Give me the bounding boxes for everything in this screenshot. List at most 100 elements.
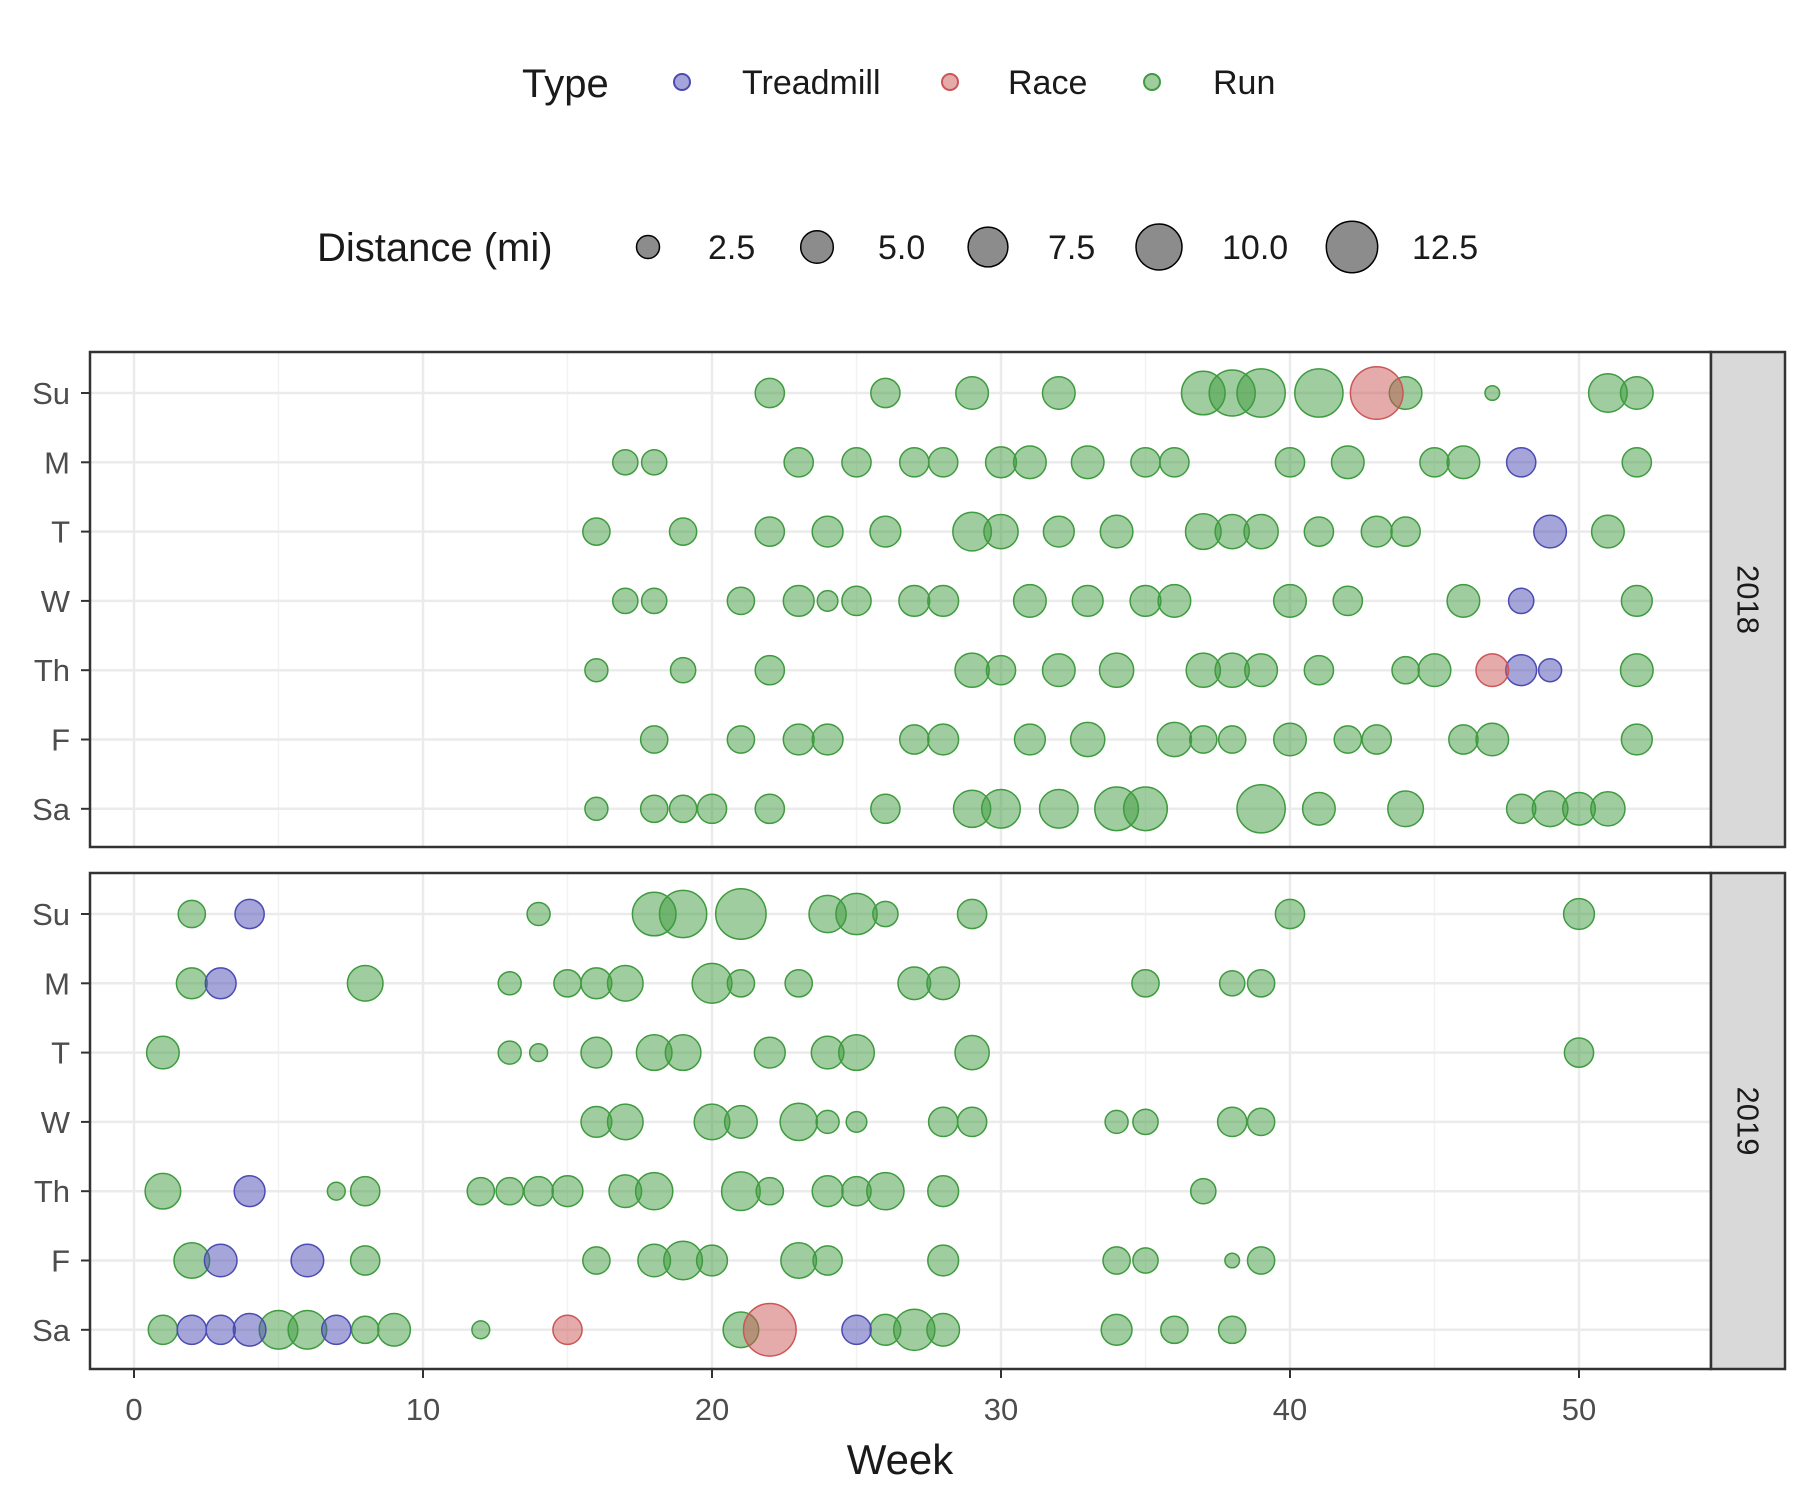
data-point — [927, 584, 960, 618]
data-point — [714, 888, 767, 940]
x-axis: 0 10 20 30 40 50 Week — [125, 1369, 1596, 1483]
legend-key-race — [941, 73, 959, 91]
data-point — [815, 1109, 840, 1135]
data-point — [1131, 968, 1160, 998]
x-tick-label-10: 10 — [406, 1392, 440, 1427]
data-point — [782, 584, 815, 618]
data-point — [1098, 652, 1135, 689]
data-point — [290, 1243, 325, 1278]
y-tick-label-su: Su — [32, 376, 70, 411]
data-point — [205, 1314, 237, 1346]
data-point — [1349, 365, 1404, 421]
data-point — [1562, 897, 1596, 931]
data-point — [176, 1314, 208, 1346]
data-point — [1446, 583, 1481, 618]
data-point — [816, 589, 839, 612]
data-point — [1446, 445, 1481, 480]
data-point — [869, 515, 902, 548]
data-point — [584, 657, 609, 683]
data-point — [1071, 584, 1104, 618]
data-point — [611, 587, 639, 615]
legend-key-run — [1143, 73, 1161, 91]
legend-size-label-12-5: 12.5 — [1412, 229, 1478, 267]
y-tick-label-m: M — [44, 966, 70, 1001]
data-point — [551, 1175, 584, 1208]
legend-label-treadmill: Treadmill — [742, 64, 881, 102]
data-point — [870, 377, 901, 409]
data-point — [1619, 653, 1654, 688]
data-point — [1294, 368, 1344, 418]
data-point — [639, 725, 669, 754]
data-point — [1189, 1177, 1217, 1205]
data-point — [349, 1245, 381, 1276]
data-point — [1590, 514, 1625, 549]
data-point — [783, 446, 815, 478]
data-point — [754, 377, 786, 409]
data-point — [811, 515, 844, 548]
data-point — [606, 964, 644, 1002]
data-point — [584, 796, 609, 822]
data-point — [812, 1245, 843, 1276]
data-point — [553, 968, 582, 998]
data-point — [1041, 375, 1076, 411]
data-point — [835, 892, 878, 936]
data-point — [1475, 653, 1510, 688]
data-point — [1361, 724, 1393, 755]
data-point — [1012, 445, 1047, 480]
data-point — [927, 446, 959, 478]
data-point — [845, 1110, 868, 1133]
data-point — [634, 1171, 674, 1211]
y-tick-label-th: Th — [34, 1174, 70, 1209]
data-point — [320, 1314, 352, 1346]
data-point — [726, 725, 756, 754]
data-point — [1419, 446, 1450, 478]
legend-size-key — [1135, 223, 1183, 271]
data-point — [232, 1312, 267, 1347]
data-point — [497, 1040, 522, 1065]
data-point — [349, 1175, 381, 1207]
y-tick-label-f: F — [51, 723, 70, 758]
data-point — [664, 1034, 702, 1072]
data-point — [695, 1244, 729, 1277]
legend-size-label-10-0: 10.0 — [1222, 229, 1288, 267]
data-point — [1246, 1107, 1276, 1137]
data-point — [811, 1175, 844, 1208]
data-point — [1620, 723, 1653, 756]
distance-legend: Distance (mi) 2.5 5.0 7.5 10.0 12.5 — [317, 220, 1478, 274]
data-point — [1217, 1315, 1247, 1345]
data-point — [1157, 583, 1192, 618]
data-point — [1132, 1108, 1159, 1136]
data-point — [1122, 786, 1169, 832]
data-point — [326, 1181, 346, 1201]
facet-strip-label-2018: 2018 — [1731, 565, 1766, 634]
data-point — [1301, 791, 1336, 826]
data-point — [552, 1314, 583, 1346]
data-point — [1069, 721, 1106, 758]
data-point — [658, 889, 708, 939]
y-tick-label-t: T — [51, 515, 70, 550]
data-point — [1012, 583, 1047, 618]
data-point — [1070, 445, 1105, 480]
data-point — [1360, 515, 1393, 548]
y-tick-label-t: T — [51, 1036, 70, 1071]
data-point — [1188, 725, 1218, 754]
data-point — [528, 1042, 549, 1063]
data-point — [606, 1103, 644, 1141]
type-legend: Type Treadmill Race Run — [522, 62, 1275, 106]
data-point — [1621, 446, 1653, 478]
data-point — [1159, 446, 1190, 478]
data-point — [691, 962, 733, 1004]
data-point — [1274, 446, 1306, 478]
data-point — [755, 1176, 785, 1206]
data-point — [872, 900, 899, 928]
data-point — [841, 1314, 872, 1346]
data-point — [1274, 898, 1306, 930]
data-point — [720, 1171, 761, 1212]
data-point — [1216, 1106, 1248, 1138]
data-point — [1099, 514, 1134, 549]
data-point — [782, 723, 815, 756]
data-point — [1102, 1246, 1131, 1275]
data-point — [927, 723, 960, 756]
data-point — [926, 1312, 961, 1347]
facet-strip-label-2019: 2019 — [1731, 1087, 1766, 1156]
